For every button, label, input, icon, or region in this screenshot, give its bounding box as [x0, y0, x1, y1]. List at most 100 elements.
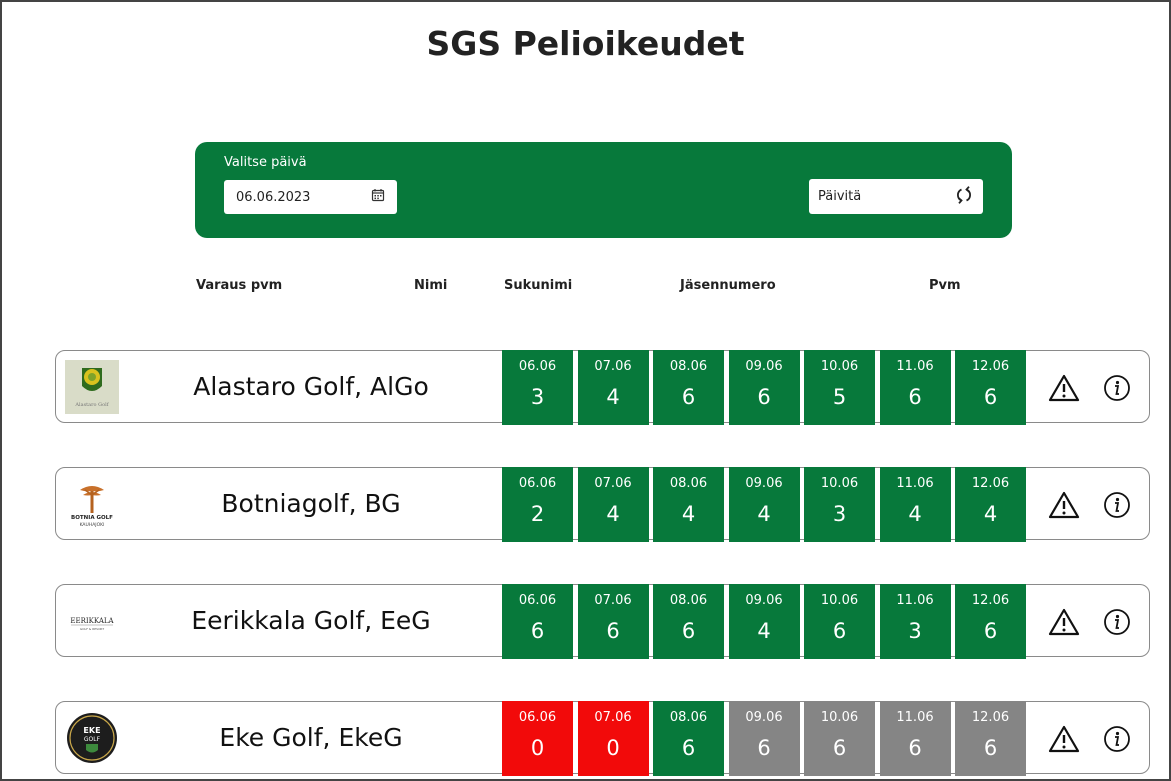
- day-count: 4: [757, 502, 771, 526]
- day-cell[interactable]: 08.06 6: [653, 350, 724, 425]
- club-logo: EERIKKALA GOLF & RESORT: [65, 594, 119, 648]
- day-count: 6: [983, 619, 998, 643]
- calendar-icon[interactable]: [371, 188, 385, 206]
- day-date: 08.06: [669, 710, 708, 725]
- day-cell[interactable]: 09.06 4: [728, 584, 800, 659]
- day-count: 3: [530, 385, 545, 409]
- day-date: 09.06: [745, 476, 783, 491]
- day-cell[interactable]: 07.06 6: [577, 584, 649, 659]
- refresh-button[interactable]: Päivitä: [809, 179, 983, 214]
- day-cells: 06.06 3 07.06 4 08.06 6 09.06 6 10.06 5 11.06…: [502, 350, 1031, 425]
- day-cell[interactable]: 11.06 3: [879, 584, 951, 659]
- club-logo: BOTNIA GOLF KAUHAJOKI: [65, 477, 119, 531]
- club-logo-text: Alastaro Golf: [74, 402, 109, 408]
- day-date: 10.06: [820, 710, 859, 725]
- club-logo: Alastaro Golf: [65, 360, 119, 414]
- warning-icon[interactable]: [1048, 607, 1080, 637]
- day-cell[interactable]: 12.06 6: [955, 584, 1026, 659]
- day-date: 07.06: [594, 359, 632, 374]
- day-count: 6: [983, 736, 998, 760]
- day-cell[interactable]: 09.06 6: [728, 701, 800, 776]
- day-count: 6: [681, 736, 696, 760]
- club-name: Botniagolf, BG: [221, 489, 401, 518]
- day-count: 6: [757, 385, 771, 409]
- day-cell[interactable]: 08.06 4: [653, 467, 724, 542]
- day-count: 4: [681, 502, 696, 526]
- day-cell[interactable]: 12.06 6: [955, 701, 1026, 776]
- club-row: BOTNIA GOLF KAUHAJOKI Botniagolf, BG 06.…: [55, 467, 1150, 542]
- day-date: 11.06: [896, 593, 934, 608]
- warning-icon[interactable]: [1048, 724, 1080, 754]
- day-cell[interactable]: 10.06 6: [804, 701, 875, 776]
- column-header-pvm[interactable]: Pvm: [929, 278, 961, 293]
- day-cell[interactable]: 08.06 6: [653, 701, 724, 776]
- info-icon[interactable]: [1101, 373, 1133, 403]
- day-count: 0: [530, 736, 545, 760]
- day-date: 10.06: [820, 476, 859, 491]
- club-row: Alastaro Golf Alastaro Golf, AlGo 06.06 3…: [55, 350, 1150, 425]
- day-count: 6: [606, 619, 620, 643]
- club-logo: EKE GOLF: [65, 711, 119, 765]
- day-count: 6: [681, 619, 696, 643]
- day-cell[interactable]: 10.06 6: [804, 584, 875, 659]
- day-cell[interactable]: 07.06 4: [577, 350, 649, 425]
- day-date: 12.06: [971, 710, 1010, 725]
- day-date: 06.06: [518, 359, 557, 374]
- refresh-label: Päivitä: [818, 189, 862, 204]
- column-header-jasennumero[interactable]: Jäsennumero: [680, 278, 776, 293]
- day-cell[interactable]: 09.06 4: [728, 467, 800, 542]
- day-cell[interactable]: 06.06 2: [502, 467, 573, 542]
- day-cell[interactable]: 12.06 6: [955, 350, 1026, 425]
- column-header-sukunimi[interactable]: Sukunimi: [504, 278, 573, 293]
- day-cell[interactable]: 12.06 4: [955, 467, 1026, 542]
- day-date: 09.06: [745, 593, 783, 608]
- day-count: 4: [757, 619, 771, 643]
- day-date: 08.06: [669, 359, 708, 374]
- club-name: Eke Golf, EkeG: [219, 723, 403, 752]
- day-cell[interactable]: 11.06 4: [879, 467, 951, 542]
- day-cell[interactable]: 10.06 3: [804, 467, 875, 542]
- day-cell[interactable]: 08.06 6: [653, 584, 724, 659]
- day-date: 06.06: [518, 593, 557, 608]
- day-count: 4: [606, 385, 620, 409]
- day-date: 07.06: [594, 710, 632, 725]
- day-date: 08.06: [669, 476, 708, 491]
- day-count: 6: [681, 385, 696, 409]
- day-count: 2: [530, 502, 545, 526]
- info-icon[interactable]: [1101, 607, 1133, 637]
- date-controls-panel: Valitse päivä 06.06.2023 Päivitä: [195, 142, 1012, 238]
- column-header-varaus-pvm[interactable]: Varaus pvm: [196, 278, 283, 293]
- club-row: EKE GOLF Eke Golf, EkeG 06.06 0 07.06 0 08…: [55, 701, 1150, 776]
- warning-icon[interactable]: [1048, 490, 1080, 520]
- club-logo-text: EKE: [83, 726, 100, 735]
- day-count: 6: [832, 736, 847, 760]
- club-logo-subtext: KAUHAJOKI: [80, 522, 105, 528]
- day-count: 5: [832, 385, 847, 409]
- day-cell[interactable]: 09.06 6: [728, 350, 800, 425]
- day-cell[interactable]: 06.06 0: [502, 701, 573, 776]
- day-cells: 06.06 0 07.06 0 08.06 6 09.06 6 10.06 6 11.06…: [502, 701, 1031, 776]
- day-date: 07.06: [594, 476, 632, 491]
- club-logo-text: EERIKKALA: [70, 617, 114, 625]
- day-cell[interactable]: 07.06 0: [577, 701, 649, 776]
- day-date: 06.06: [518, 710, 557, 725]
- day-date: 11.06: [896, 710, 934, 725]
- day-cell[interactable]: 06.06 6: [502, 584, 573, 659]
- day-cell[interactable]: 07.06 4: [577, 467, 649, 542]
- date-input[interactable]: 06.06.2023: [224, 180, 397, 214]
- day-cell[interactable]: 11.06 6: [879, 701, 951, 776]
- day-cell[interactable]: 06.06 3: [502, 350, 573, 425]
- day-count: 6: [832, 619, 847, 643]
- club-name: Eerikkala Golf, EeG: [191, 606, 431, 635]
- info-icon[interactable]: [1101, 490, 1133, 520]
- day-count: 4: [908, 502, 922, 526]
- club-name: Alastaro Golf, AlGo: [193, 372, 429, 401]
- column-header-nimi[interactable]: Nimi: [414, 278, 448, 293]
- day-cell[interactable]: 11.06 6: [879, 350, 951, 425]
- day-date: 08.06: [669, 593, 708, 608]
- warning-icon[interactable]: [1048, 373, 1080, 403]
- info-icon[interactable]: [1101, 724, 1133, 754]
- day-cell[interactable]: 10.06 5: [804, 350, 875, 425]
- day-date: 12.06: [971, 476, 1010, 491]
